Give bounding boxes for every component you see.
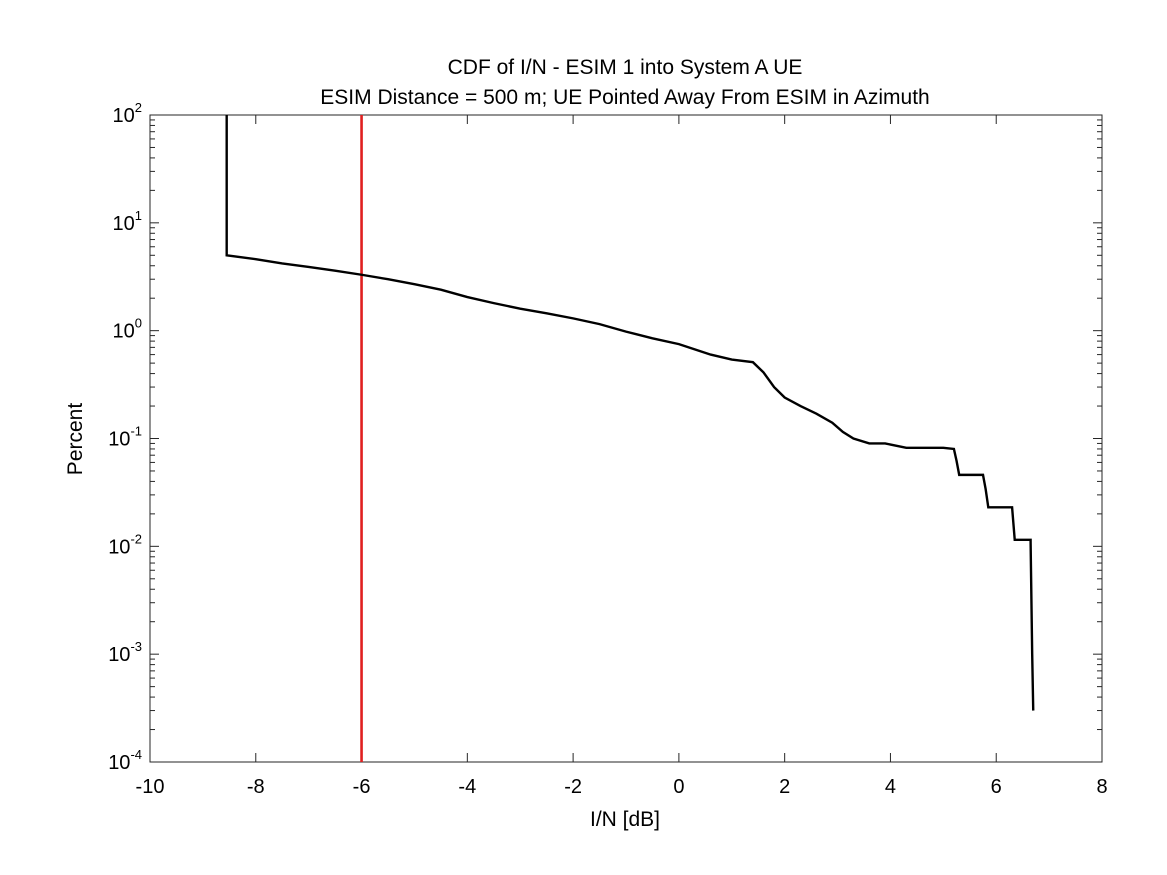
y-tick-label: 10-3 [108, 639, 142, 666]
y-axis-label: Percent [64, 403, 87, 476]
y-tick-label: 10-4 [108, 747, 142, 774]
x-tick-label: -2 [564, 776, 582, 798]
chart-title: CDF of I/N - ESIM 1 into System A UE [448, 56, 803, 79]
x-tick-label: -6 [353, 776, 371, 798]
x-tick-label: 4 [885, 776, 896, 798]
cdf-series-line [225, 115, 1035, 711]
y-tick-label: 102 [113, 100, 142, 127]
y-tick-label: 10-2 [108, 531, 142, 558]
y-tick-label: 101 [113, 208, 142, 235]
x-tick-label: -10 [136, 776, 165, 798]
chart-subtitle: ESIM Distance = 500 m; UE Pointed Away F… [320, 86, 929, 109]
axes-box [149, 114, 1103, 763]
x-tick-label: 2 [779, 776, 790, 798]
y-tick-label: 100 [113, 316, 142, 343]
x-tick-label: 8 [1096, 776, 1107, 798]
x-tick-label: 0 [673, 776, 684, 798]
x-tick-label: -8 [247, 776, 265, 798]
y-tick-label: 10-1 [108, 424, 142, 451]
plot-area: -10 -8 -6 -4 -2 0 2 4 6 8 10-4 10-3 10-2 10-1 100 101 10… [108, 100, 1107, 798]
x-tick-label: -4 [458, 776, 476, 798]
x-tick-label: 6 [991, 776, 1002, 798]
x-axis-label: I/N [dB] [590, 808, 660, 831]
